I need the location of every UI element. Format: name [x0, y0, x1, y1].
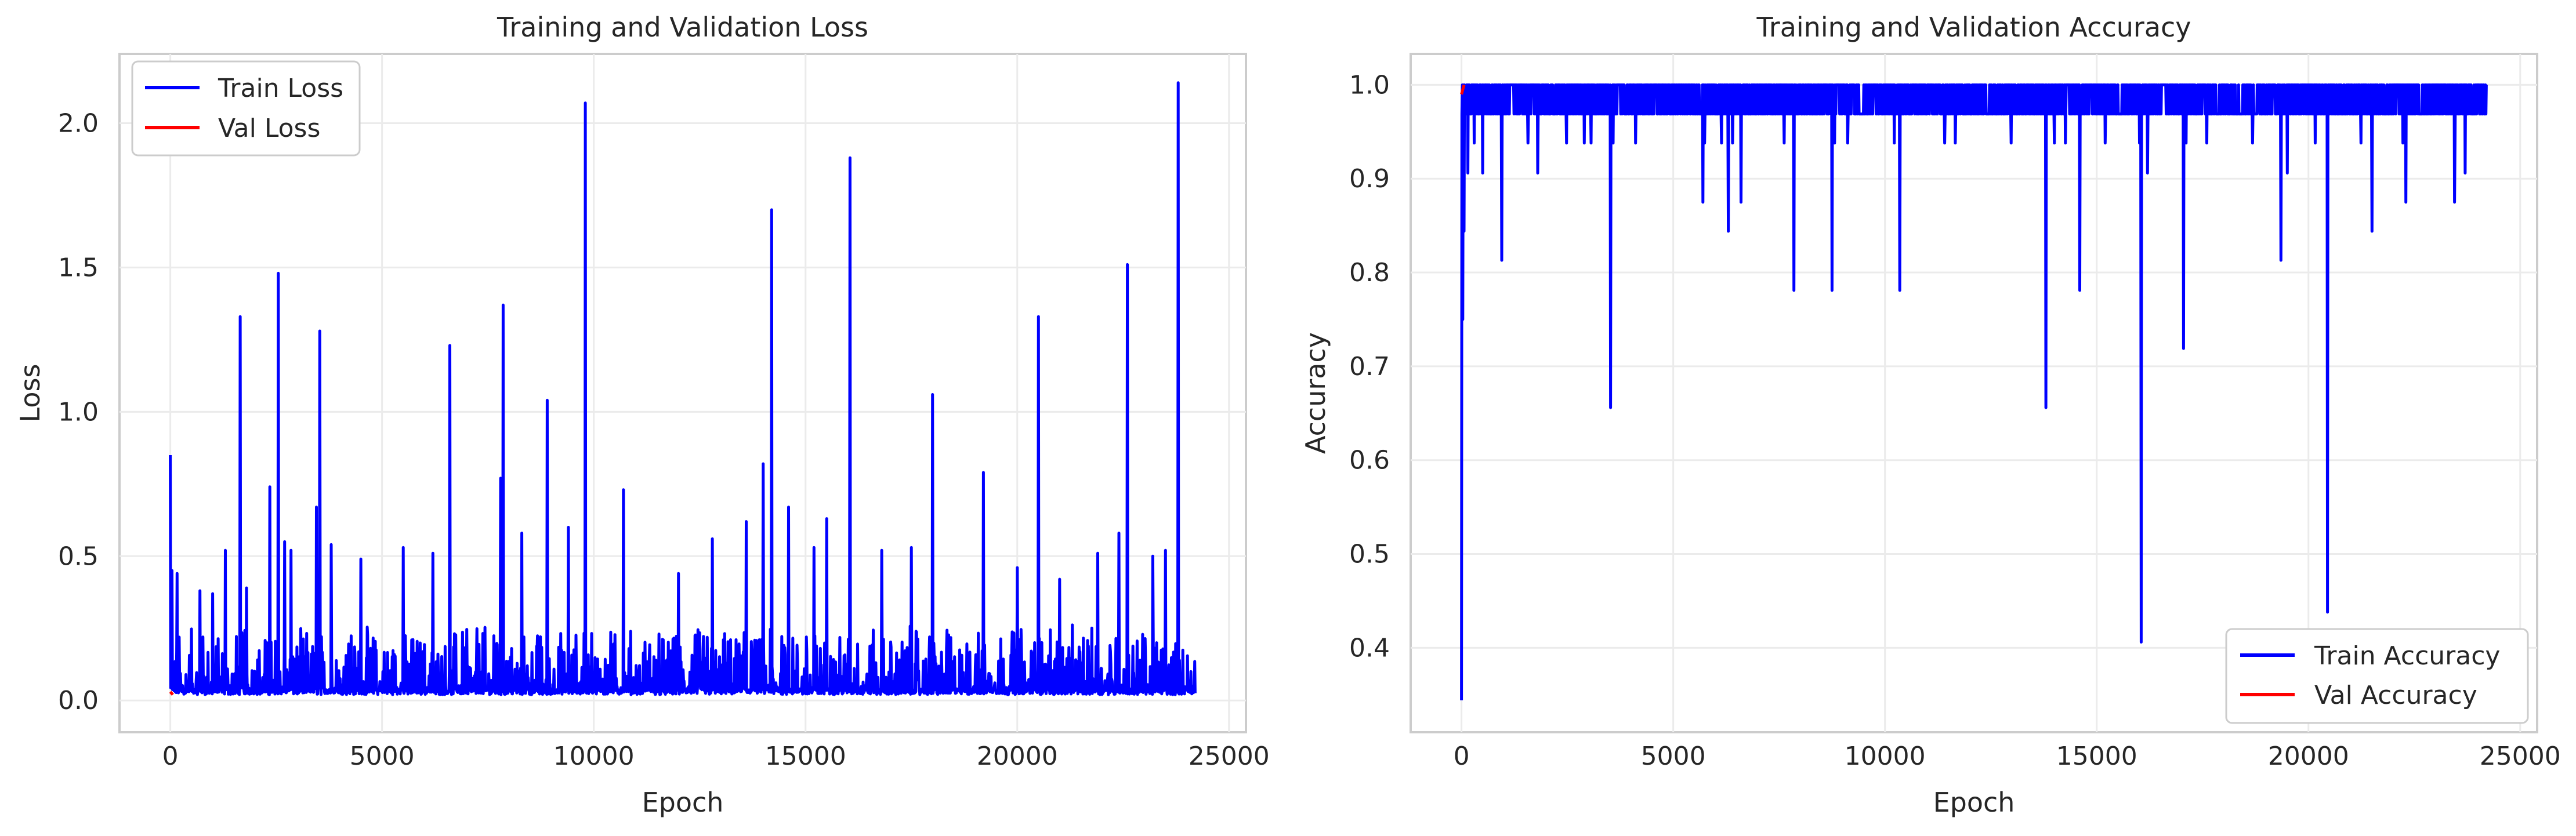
loss-legend-val-label: Val Loss — [218, 114, 320, 143]
loss-chart: 0 5000 10000 15000 20000 25000 0.0 0.5 1.0 1.5 2.0… — [15, 12, 1270, 818]
loss-x-tick-label: 15000 — [765, 742, 846, 771]
accuracy-legend-train-label: Train Accuracy — [2314, 641, 2500, 671]
accuracy-legend: Train Accuracy Val Accuracy — [2225, 628, 2529, 724]
accuracy-legend-val-label: Val Accuracy — [2314, 681, 2477, 710]
accuracy-y-axis-label: Accuracy — [1300, 332, 1331, 454]
accuracy-y-tick-label: 0.6 — [1349, 446, 1390, 475]
accuracy-y-tick-label: 0.9 — [1349, 164, 1390, 194]
loss-y-tick-label: 2.0 — [58, 108, 99, 138]
loss-x-tick-label: 0 — [162, 742, 179, 771]
loss-y-axis-label: Loss — [15, 364, 46, 423]
loss-y-tick-label: 1.5 — [58, 253, 99, 282]
accuracy-y-tick-label: 1.0 — [1349, 70, 1390, 100]
loss-series-train-line — [169, 81, 1197, 696]
accuracy-y-tick-label: 0.7 — [1349, 352, 1390, 381]
accuracy-chart-title: Training and Validation Accuracy — [1756, 12, 2191, 43]
accuracy-y-tick-label: 0.8 — [1349, 258, 1390, 288]
accuracy-x-axis-label: Epoch — [1933, 787, 2015, 818]
loss-tick-labels: 0 5000 10000 15000 20000 25000 0.0 0.5 1.0 1.5 2.0 — [58, 108, 1270, 771]
loss-legend-box — [131, 60, 361, 157]
loss-x-tick-label: 25000 — [1189, 742, 1270, 771]
loss-x-tick-label: 10000 — [553, 742, 635, 771]
accuracy-y-tick-label: 0.5 — [1349, 540, 1390, 569]
loss-legend: Train Loss Val Loss — [131, 60, 361, 157]
loss-x-tick-label: 5000 — [350, 742, 415, 771]
loss-y-tick-label: 0.5 — [58, 541, 99, 571]
accuracy-series-train-line — [1460, 83, 2488, 701]
accuracy-y-tick-label: 0.4 — [1349, 633, 1390, 663]
accuracy-series-val-line — [1460, 84, 1466, 95]
loss-x-tick-label: 20000 — [977, 742, 1058, 771]
accuracy-legend-box — [2225, 628, 2529, 724]
loss-y-tick-label: 0.0 — [58, 686, 99, 715]
accuracy-x-tick-label: 5000 — [1641, 742, 1706, 771]
accuracy-x-tick-label: 20000 — [2268, 742, 2349, 771]
accuracy-x-tick-label: 0 — [1454, 742, 1470, 771]
accuracy-plot-area — [1410, 53, 2538, 733]
accuracy-chart: 0 5000 10000 15000 20000 25000 0.4 0.5 0.6 0.7 0.8… — [1300, 12, 2561, 818]
accuracy-x-tick-label: 25000 — [2480, 742, 2561, 771]
loss-y-tick-label: 1.0 — [58, 397, 99, 427]
loss-chart-title: Training and Validation Loss — [497, 12, 868, 43]
loss-series-val-line — [169, 690, 174, 696]
loss-x-axis-label: Epoch — [642, 787, 724, 818]
accuracy-series — [1460, 83, 2488, 701]
loss-series — [169, 81, 1197, 696]
accuracy-x-tick-label: 15000 — [2056, 742, 2137, 771]
loss-legend-train-label: Train Loss — [218, 74, 343, 103]
accuracy-tick-labels: 0 5000 10000 15000 20000 25000 0.4 0.5 0.6 0.7 0.8… — [1349, 70, 2561, 771]
accuracy-x-tick-label: 10000 — [1845, 742, 1926, 771]
